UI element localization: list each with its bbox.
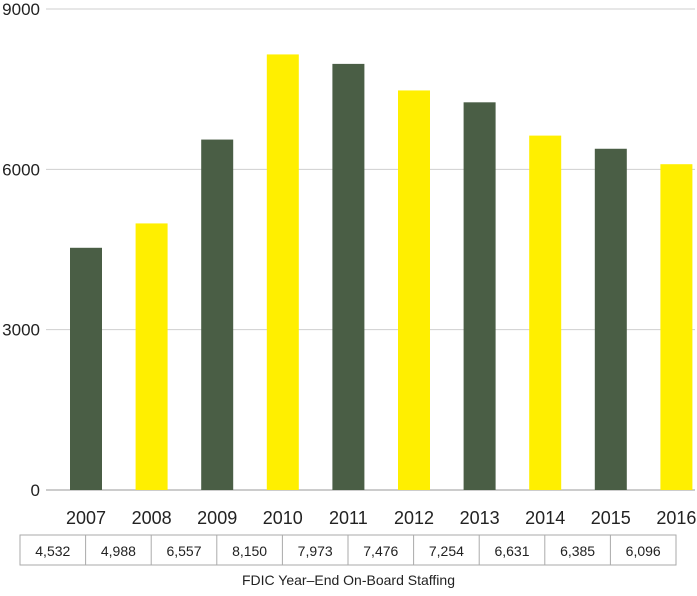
chart-title: FDIC Year–End On-Board Staffing [242,572,455,588]
bar [70,247,102,490]
value-table: 4,532 4,988 6,557 8,150 7,973 7,476 7,254 6,631… [19,534,677,566]
data-label: 7,973 [298,543,333,559]
x-tick-label: 2015 [591,508,631,528]
bar [332,63,365,490]
data-label: 6,631 [494,543,529,559]
x-tick-label: 2011 [329,508,368,528]
data-label: 8,150 [232,543,267,559]
x-tick-label: 2010 [263,508,303,528]
data-label: 7,254 [429,543,464,559]
x-tick-label: 2009 [197,508,237,528]
bar [529,135,562,490]
data-label: 6,096 [626,543,661,559]
data-label: 7,476 [363,543,398,559]
x-tick-label: 2014 [525,508,565,528]
x-tick-label: 2007 [66,508,106,528]
bars [70,54,693,491]
y-axis-ticks: 0 3000 6000 9000 [2,0,40,500]
y-tick-label: 3000 [2,321,40,340]
y-tick-label: 6000 [2,160,40,179]
data-label: 6,557 [166,543,201,559]
bar [594,148,627,491]
y-tick-label: 9000 [2,0,40,19]
bar [135,223,168,490]
x-tick-label: 2008 [132,508,172,528]
bar [266,54,299,491]
bar [463,102,496,491]
x-axis-ticks: 2007 2008 2009 2010 2011 2012 2013 2014 2015 2016 [66,508,696,528]
x-tick-label: 2012 [394,508,434,528]
data-label: 4,988 [101,543,136,559]
bar [398,90,430,490]
bar [660,164,693,490]
data-label: 4,532 [35,543,70,559]
data-label: 6,385 [560,543,595,559]
x-tick-label: 2016 [656,508,696,528]
x-tick-label: 2013 [460,508,500,528]
bar [201,139,234,491]
y-tick-label: 0 [31,481,40,500]
